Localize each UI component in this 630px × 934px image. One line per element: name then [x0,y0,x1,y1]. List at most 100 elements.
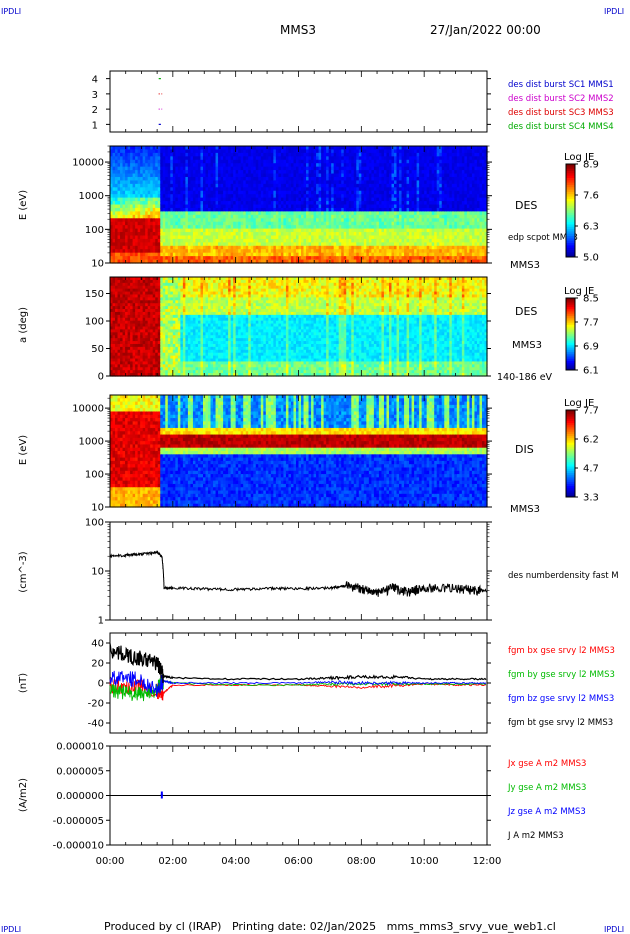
des-energy-cell [336,156,340,161]
des-energy-cell [120,238,124,243]
des-energy-cell [270,156,274,161]
des-energy-cell [285,152,290,157]
des-energy-cell [177,170,181,175]
des-energy-cell [283,235,287,240]
des-energy-cell [202,252,207,257]
des-energy-cell [275,173,279,178]
des-energy-cell [363,245,367,250]
des-energy-cell [127,187,131,192]
des-energy-cell [115,238,119,243]
des-energy-cell [238,149,242,154]
des-energy-cell [301,180,305,185]
des-energy-cell [115,197,119,202]
des-energy-cell [351,207,355,212]
des-energy-cell [182,156,186,161]
des-energy-cell [175,221,179,226]
des-energy-cell [260,170,264,175]
des-energy-cell [263,194,267,199]
des-energy-cell [343,176,347,182]
des-energy-cell [363,166,367,171]
des-energy-cell [225,238,229,243]
des-energy-cell [376,211,380,216]
des-energy-cell [338,166,342,171]
des-energy-cell [220,166,224,171]
des-energy-cell [197,149,202,154]
des-energy-cell [190,163,194,168]
des-energy-cell [185,194,189,199]
des-energy-cell [280,201,285,206]
des-energy-cell [273,173,277,178]
des-energy-cell [208,245,212,250]
des-energy-cell [202,249,207,254]
des-energy-cell [331,149,335,154]
des-energy-cell [157,152,161,157]
des-energy-cell [195,214,199,219]
des-energy-cell [210,259,214,264]
des-energy-cell [238,245,242,250]
des-energy-cell [283,201,287,206]
des-energy-cell [378,159,383,164]
des-energy-cell [145,159,149,164]
des-energy-cell [358,228,362,233]
des-energy-cell [167,180,171,185]
des-energy-cell [333,194,337,199]
des-energy-cell [368,256,372,261]
des-energy-cell [238,204,242,209]
des-energy-cell [288,235,292,240]
availability-ytick-label: 4 [92,75,98,86]
des-energy-cell [122,245,126,250]
des-energy-cell [293,256,297,261]
des-energy-cell [170,259,174,264]
des-energy-cell [348,238,352,243]
des-energy-cell [346,256,350,261]
des-energy-cell [213,207,217,212]
des-energy-cell [145,156,149,161]
des-energy-cell [331,218,335,223]
des-energy-cell [248,211,252,216]
des-energy-cell [366,156,370,161]
des-energy-cell [306,232,310,237]
des-energy-cell [162,173,166,178]
des-energy-cell [270,163,274,168]
des-energy-cell [192,146,197,151]
des-energy-cell [288,146,292,151]
des-energy-cell [333,201,337,206]
des-energy-cell [215,170,219,175]
des-energy-cell [373,235,378,240]
des-energy-cell [192,238,197,243]
des-energy-cell [187,252,192,257]
des-energy-cell [215,156,219,161]
des-energy-cell [213,197,217,202]
des-energy-cell [162,176,166,182]
des-energy-cell [132,156,136,161]
des-energy-cell [278,249,282,254]
des-energy-cell [285,249,290,254]
des-energy-cell [205,170,209,175]
des-energy-cell [127,180,131,185]
des-energy-cell [278,170,282,175]
des-energy-cell [230,207,234,212]
des-energy-cell [363,190,367,195]
des-energy-cell [255,228,259,233]
des-energy-cell [240,163,244,168]
des-energy-cell [165,197,169,202]
des-energy-cell [288,256,292,261]
des-energy-cell [213,163,217,168]
des-energy-cell [162,149,166,154]
des-energy-cell [268,201,272,206]
des-energy-cell [230,183,234,188]
des-energy-cell [366,245,370,250]
des-energy-cell [190,146,194,151]
des-energy-cell [172,190,176,195]
des-energy-cell [245,146,249,151]
des-energy-cell [376,180,380,185]
des-energy-cell [182,166,186,171]
des-energy-cell [313,197,317,202]
des-energy-cell [290,221,295,226]
des-energy-cell [172,163,176,168]
des-energy-cell [303,152,307,157]
des-energy-cell [182,204,186,209]
des-energy-cell [112,256,116,261]
des-energy-cell [235,256,239,261]
des-energy-cell [265,252,269,257]
